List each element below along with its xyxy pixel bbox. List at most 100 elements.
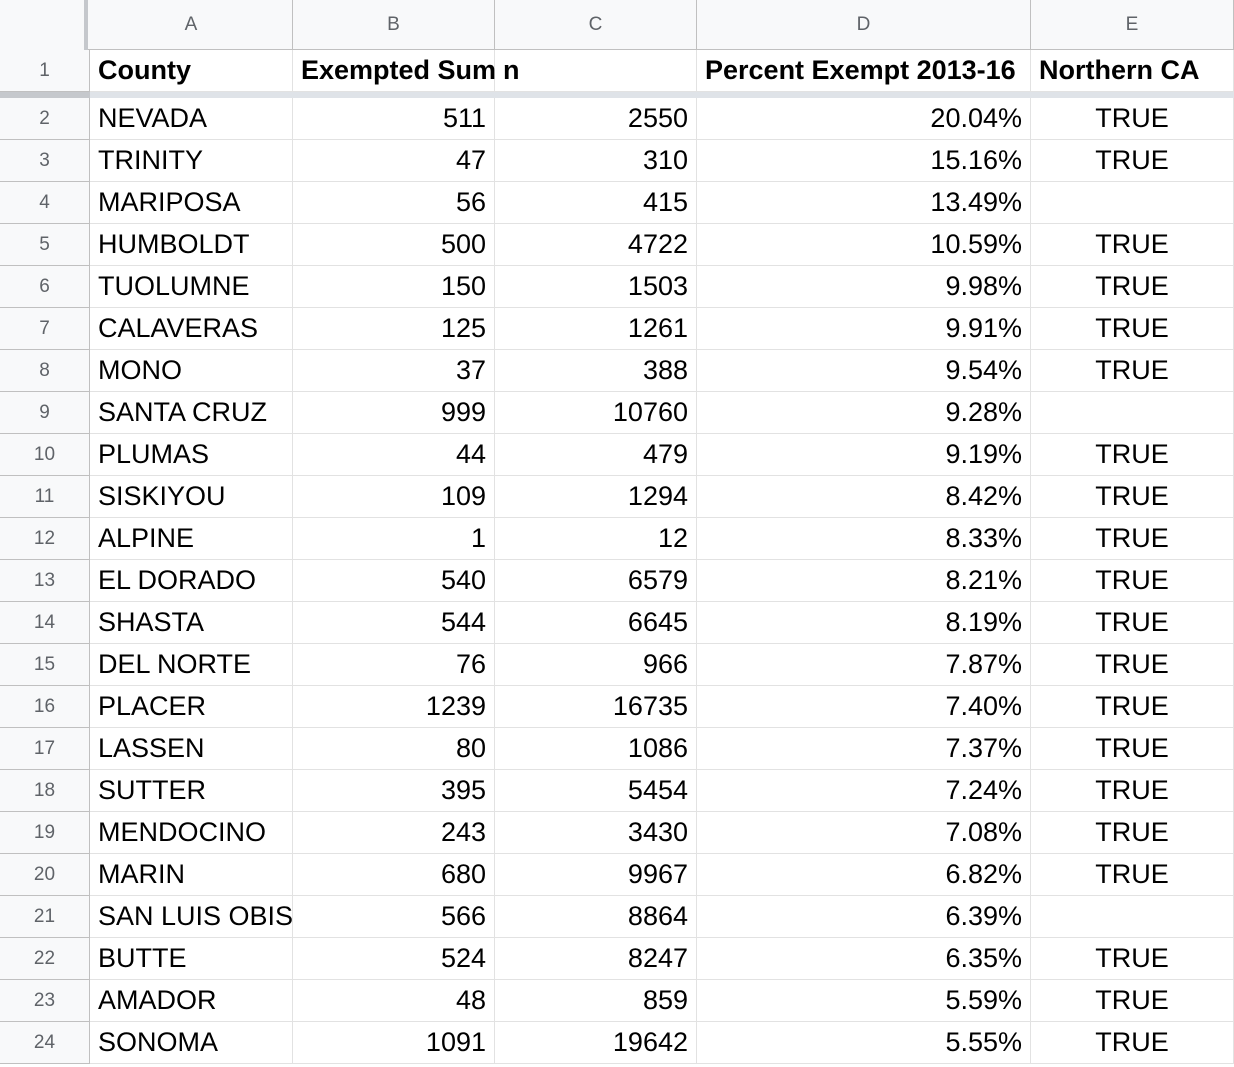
header-cell-exempted-sum[interactable]: Exempted Sum <box>293 50 496 92</box>
cell-northern-ca[interactable]: TRUE <box>1031 224 1234 266</box>
header-cell-county[interactable]: County <box>90 50 293 92</box>
cell-northern-ca[interactable]: TRUE <box>1031 140 1234 182</box>
cell-percent-exempt[interactable]: 9.91% <box>697 308 1031 350</box>
cell-county[interactable]: SANTA CRUZ <box>90 392 293 434</box>
cell-exempted-sum[interactable]: 680 <box>293 854 495 896</box>
cell-northern-ca[interactable]: TRUE <box>1031 518 1234 560</box>
row-number[interactable]: 16 <box>0 686 90 728</box>
cell-northern-ca[interactable]: TRUE <box>1031 770 1234 812</box>
cell-n[interactable]: 6579 <box>495 560 697 602</box>
cell-exempted-sum[interactable]: 47 <box>293 140 495 182</box>
frozen-row-handle[interactable] <box>0 92 90 98</box>
row-number[interactable]: 14 <box>0 602 90 644</box>
row-number[interactable]: 5 <box>0 224 90 266</box>
row-number[interactable]: 4 <box>0 182 90 224</box>
column-header-d[interactable]: D <box>697 0 1031 50</box>
cell-northern-ca[interactable]: TRUE <box>1031 350 1234 392</box>
cell-percent-exempt[interactable]: 13.49% <box>697 182 1031 224</box>
cell-county[interactable]: MONO <box>90 350 293 392</box>
cell-county[interactable]: SAN LUIS OBIS <box>90 896 293 938</box>
row-number[interactable]: 21 <box>0 896 90 938</box>
column-header-e[interactable]: E <box>1031 0 1234 50</box>
cell-percent-exempt[interactable]: 6.82% <box>697 854 1031 896</box>
cell-exempted-sum[interactable]: 76 <box>293 644 495 686</box>
cell-exempted-sum[interactable]: 37 <box>293 350 495 392</box>
row-number[interactable]: 19 <box>0 812 90 854</box>
cell-county[interactable]: TRINITY <box>90 140 293 182</box>
cell-n[interactable]: 1503 <box>495 266 697 308</box>
row-number[interactable]: 22 <box>0 938 90 980</box>
cell-n[interactable]: 2550 <box>495 98 697 140</box>
cell-northern-ca[interactable]: TRUE <box>1031 98 1234 140</box>
cell-percent-exempt[interactable]: 7.08% <box>697 812 1031 854</box>
cell-northern-ca[interactable]: TRUE <box>1031 560 1234 602</box>
row-number[interactable]: 8 <box>0 350 90 392</box>
cell-percent-exempt[interactable]: 5.59% <box>697 980 1031 1022</box>
cell-county[interactable]: ALPINE <box>90 518 293 560</box>
cell-n[interactable]: 4722 <box>495 224 697 266</box>
cell-northern-ca[interactable]: TRUE <box>1031 644 1234 686</box>
cell-exempted-sum[interactable]: 566 <box>293 896 495 938</box>
cell-percent-exempt[interactable]: 7.40% <box>697 686 1031 728</box>
row-number[interactable]: 12 <box>0 518 90 560</box>
cell-percent-exempt[interactable]: 7.37% <box>697 728 1031 770</box>
cell-exempted-sum[interactable]: 540 <box>293 560 495 602</box>
cell-county[interactable]: CALAVERAS <box>90 308 293 350</box>
cell-percent-exempt[interactable]: 8.42% <box>697 476 1031 518</box>
cell-percent-exempt[interactable]: 8.19% <box>697 602 1031 644</box>
cell-percent-exempt[interactable]: 9.54% <box>697 350 1031 392</box>
cell-northern-ca[interactable]: TRUE <box>1031 938 1234 980</box>
cell-exempted-sum[interactable]: 511 <box>293 98 495 140</box>
column-header-c[interactable]: C <box>495 0 697 50</box>
cell-n[interactable]: 1294 <box>495 476 697 518</box>
row-number[interactable]: 18 <box>0 770 90 812</box>
cell-percent-exempt[interactable]: 7.87% <box>697 644 1031 686</box>
cell-percent-exempt[interactable]: 20.04% <box>697 98 1031 140</box>
frozen-row-divider[interactable] <box>0 92 1234 98</box>
cell-n[interactable]: 10760 <box>495 392 697 434</box>
cell-northern-ca[interactable]: TRUE <box>1031 476 1234 518</box>
cell-percent-exempt[interactable]: 8.21% <box>697 560 1031 602</box>
header-cell-percent-exempt[interactable]: Percent Exempt 2013-16 <box>697 50 1031 92</box>
cell-percent-exempt[interactable]: 9.28% <box>697 392 1031 434</box>
cell-exempted-sum[interactable]: 243 <box>293 812 495 854</box>
cell-percent-exempt[interactable]: 6.39% <box>697 896 1031 938</box>
column-header-a[interactable]: A <box>90 0 293 50</box>
cell-exempted-sum[interactable]: 56 <box>293 182 495 224</box>
cell-northern-ca[interactable]: TRUE <box>1031 686 1234 728</box>
cell-county[interactable]: EL DORADO <box>90 560 293 602</box>
cell-n[interactable]: 5454 <box>495 770 697 812</box>
cell-n[interactable]: 966 <box>495 644 697 686</box>
cell-northern-ca[interactable] <box>1031 182 1234 224</box>
cell-exempted-sum[interactable]: 80 <box>293 728 495 770</box>
cell-exempted-sum[interactable]: 44 <box>293 434 495 476</box>
cell-northern-ca[interactable]: TRUE <box>1031 308 1234 350</box>
row-number[interactable]: 17 <box>0 728 90 770</box>
row-number[interactable]: 6 <box>0 266 90 308</box>
cell-n[interactable]: 479 <box>495 434 697 476</box>
cell-exempted-sum[interactable]: 1239 <box>293 686 495 728</box>
cell-exempted-sum[interactable]: 395 <box>293 770 495 812</box>
cell-exempted-sum[interactable]: 125 <box>293 308 495 350</box>
cell-county[interactable]: NEVADA <box>90 98 293 140</box>
cell-exempted-sum[interactable]: 48 <box>293 980 495 1022</box>
cell-northern-ca[interactable]: TRUE <box>1031 854 1234 896</box>
cell-county[interactable]: SISKIYOU <box>90 476 293 518</box>
cell-county[interactable]: AMADOR <box>90 980 293 1022</box>
cell-county[interactable]: MENDOCINO <box>90 812 293 854</box>
cell-county[interactable]: PLACER <box>90 686 293 728</box>
row-number[interactable]: 9 <box>0 392 90 434</box>
cell-exempted-sum[interactable]: 150 <box>293 266 495 308</box>
cell-n[interactable]: 12 <box>495 518 697 560</box>
cell-county[interactable]: PLUMAS <box>90 434 293 476</box>
row-number[interactable]: 1 <box>0 50 90 92</box>
cell-county[interactable]: HUMBOLDT <box>90 224 293 266</box>
cell-percent-exempt[interactable]: 15.16% <box>697 140 1031 182</box>
select-all-corner[interactable] <box>0 0 88 50</box>
row-number[interactable]: 2 <box>0 98 90 140</box>
row-number[interactable]: 15 <box>0 644 90 686</box>
row-number[interactable]: 24 <box>0 1022 90 1064</box>
row-number[interactable]: 7 <box>0 308 90 350</box>
cell-n[interactable]: 19642 <box>495 1022 697 1064</box>
cell-exempted-sum[interactable]: 1091 <box>293 1022 495 1064</box>
